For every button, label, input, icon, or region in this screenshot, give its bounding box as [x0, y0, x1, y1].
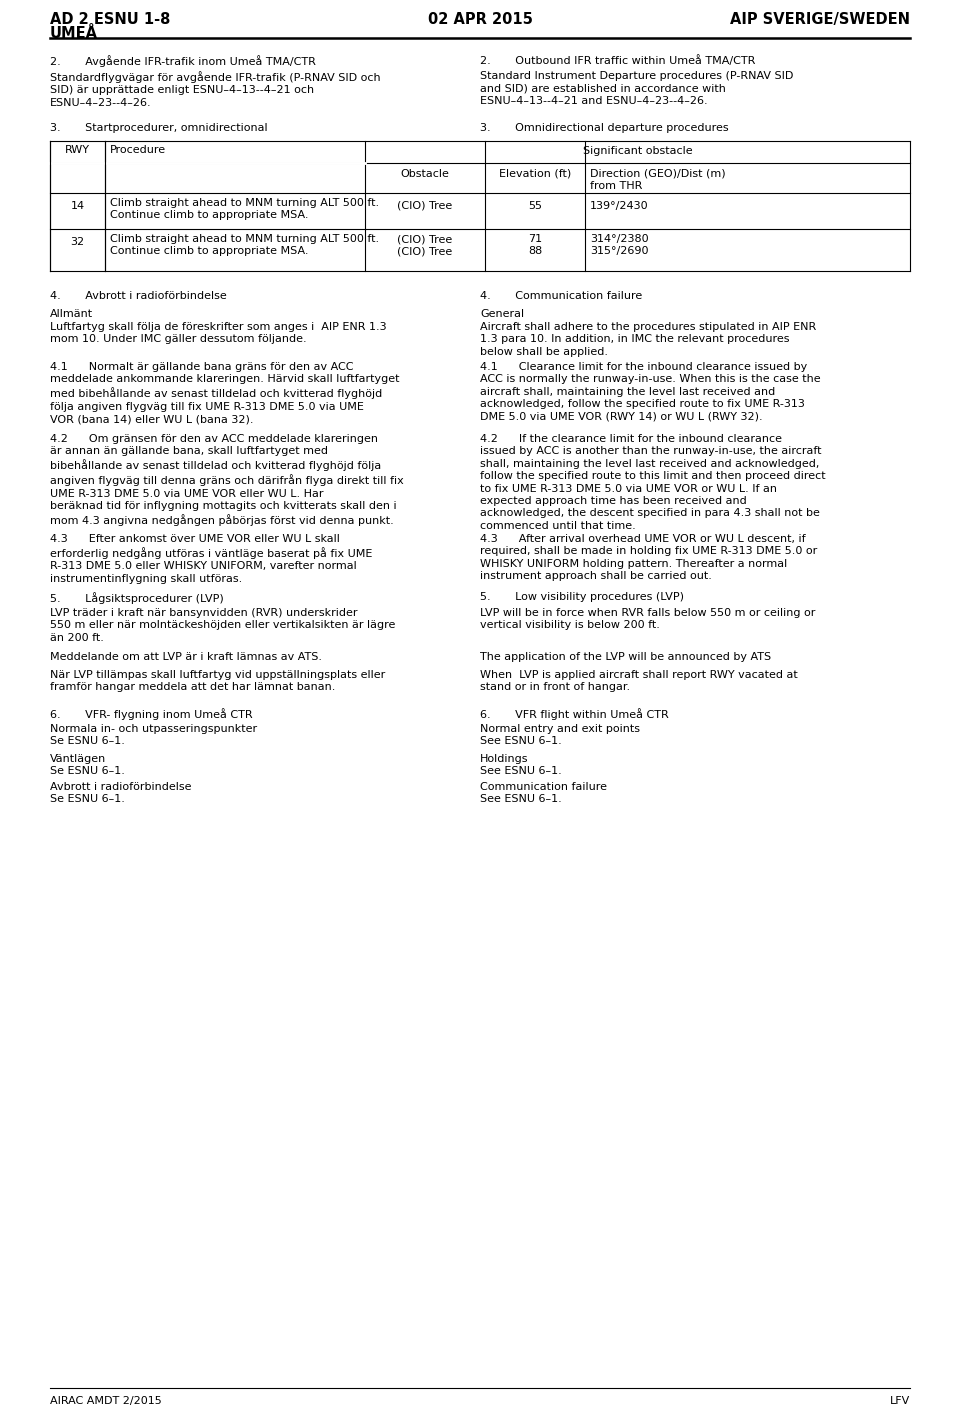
Text: 4.       Avbrott i radioförbindelse: 4. Avbrott i radioförbindelse	[50, 291, 227, 301]
Text: Standard Instrument Departure procedures (P-RNAV SID
and SID) are established in: Standard Instrument Departure procedures…	[480, 71, 793, 106]
Text: When  LVP is applied aircraft shall report RWY vacated at
stand or in front of h: When LVP is applied aircraft shall repor…	[480, 671, 798, 692]
Text: 3.       Startprocedurer, omnidirectional: 3. Startprocedurer, omnidirectional	[50, 123, 268, 133]
Text: Elevation (ft): Elevation (ft)	[499, 169, 571, 179]
Text: Climb straight ahead to MNM turning ALT 500 ft.
Continue climb to appropriate MS: Climb straight ahead to MNM turning ALT …	[110, 234, 379, 257]
Text: 5.       Low visibility procedures (LVP): 5. Low visibility procedures (LVP)	[480, 592, 684, 602]
Text: AIP SVERIGE/SWEDEN: AIP SVERIGE/SWEDEN	[730, 11, 910, 27]
Text: 4.2      Om gränsen för den av ACC meddelade klareringen
är annan än gällande ba: 4.2 Om gränsen för den av ACC meddelade …	[50, 433, 404, 525]
Text: The application of the LVP will be announced by ATS: The application of the LVP will be annou…	[480, 652, 771, 662]
Text: Communication failure
See ESNU 6–1.: Communication failure See ESNU 6–1.	[480, 782, 607, 805]
Text: Significant obstacle: Significant obstacle	[583, 145, 692, 155]
Text: Climb straight ahead to MNM turning ALT 500 ft.
Continue climb to appropriate MS: Climb straight ahead to MNM turning ALT …	[110, 198, 379, 220]
Text: 4.3      Efter ankomst över UME VOR eller WU L skall
erforderlig nedgång utföras: 4.3 Efter ankomst över UME VOR eller WU …	[50, 534, 372, 583]
Text: Procedure: Procedure	[110, 145, 166, 155]
Text: Holdings
See ESNU 6–1.: Holdings See ESNU 6–1.	[480, 754, 562, 777]
Text: 139°/2430: 139°/2430	[590, 201, 649, 210]
Text: General: General	[480, 309, 524, 319]
Text: När LVP tillämpas skall luftfartyg vid uppställningsplats eller
framför hangar m: När LVP tillämpas skall luftfartyg vid u…	[50, 671, 385, 692]
Text: AD 2 ESNU 1-8: AD 2 ESNU 1-8	[50, 11, 170, 27]
Text: 314°/2380
315°/2690: 314°/2380 315°/2690	[590, 234, 649, 257]
Text: 4.1      Clearance limit for the inbound clearance issued by
ACC is normally the: 4.1 Clearance limit for the inbound clea…	[480, 361, 821, 422]
Text: Aircraft shall adhere to the procedures stipulated in AIP ENR
1.3 para 10. In ad: Aircraft shall adhere to the procedures …	[480, 322, 816, 357]
Text: 6.       VFR flight within Umeå CTR: 6. VFR flight within Umeå CTR	[480, 707, 669, 720]
Text: LVP will be in force when RVR falls below 550 m or ceiling or
vertical visibilit: LVP will be in force when RVR falls belo…	[480, 609, 815, 630]
Text: Obstacle: Obstacle	[400, 169, 449, 179]
Text: Väntlägen
Se ESNU 6–1.: Väntlägen Se ESNU 6–1.	[50, 754, 125, 777]
Text: Luftfartyg skall följa de föreskrifter som anges i  AIP ENR 1.3
mom 10. Under IM: Luftfartyg skall följa de föreskrifter s…	[50, 322, 387, 345]
Text: 5.       Lågsiktsprocedurer (LVP): 5. Lågsiktsprocedurer (LVP)	[50, 592, 224, 604]
Text: Normala in- och utpasseringspunkter
Se ESNU 6–1.: Normala in- och utpasseringspunkter Se E…	[50, 724, 257, 747]
Text: LFV: LFV	[890, 1396, 910, 1406]
Text: 32: 32	[70, 237, 84, 247]
Text: 4.       Communication failure: 4. Communication failure	[480, 291, 642, 301]
Text: 4.1      Normalt är gällande bana gräns för den av ACC
meddelade ankommande klar: 4.1 Normalt är gällande bana gräns för d…	[50, 361, 399, 424]
Text: (CIO) Tree: (CIO) Tree	[397, 201, 452, 210]
Text: Meddelande om att LVP är i kraft lämnas av ATS.: Meddelande om att LVP är i kraft lämnas …	[50, 652, 322, 662]
Text: (CIO) Tree
(CIO) Tree: (CIO) Tree (CIO) Tree	[397, 234, 452, 257]
Text: 14: 14	[70, 201, 84, 210]
Text: 4.2      If the clearance limit for the inbound clearance
issued by ACC is anoth: 4.2 If the clearance limit for the inbou…	[480, 433, 826, 531]
Text: 6.       VFR- flygning inom Umeå CTR: 6. VFR- flygning inom Umeå CTR	[50, 707, 252, 720]
Text: RWY: RWY	[65, 145, 90, 155]
Text: 2.       Outbound IFR traffic within Umeå TMA/CTR: 2. Outbound IFR traffic within Umeå TMA/…	[480, 55, 756, 66]
Text: 71
88: 71 88	[528, 234, 542, 257]
Text: Direction (GEO)/Dist (m)
from THR: Direction (GEO)/Dist (m) from THR	[590, 169, 726, 192]
Text: Standardflygvägar för avgående IFR-trafik (P-RNAV SID och
SID) är upprättade enl: Standardflygvägar för avgående IFR-trafi…	[50, 71, 380, 107]
Text: AIRAC AMDT 2/2015: AIRAC AMDT 2/2015	[50, 1396, 161, 1406]
Text: UMEÅ: UMEÅ	[50, 25, 98, 41]
Text: 3.       Omnidirectional departure procedures: 3. Omnidirectional departure procedures	[480, 123, 729, 133]
Text: 55: 55	[528, 201, 542, 210]
Text: 2.       Avgående IFR-trafik inom Umeå TMA/CTR: 2. Avgående IFR-trafik inom Umeå TMA/CTR	[50, 55, 316, 66]
Text: Normal entry and exit points
See ESNU 6–1.: Normal entry and exit points See ESNU 6–…	[480, 724, 640, 747]
Text: Avbrott i radioförbindelse
Se ESNU 6–1.: Avbrott i radioförbindelse Se ESNU 6–1.	[50, 782, 191, 805]
Text: LVP träder i kraft när bansynvidden (RVR) underskrider
550 m eller när molntäcke: LVP träder i kraft när bansynvidden (RVR…	[50, 609, 396, 642]
Text: Allmänt: Allmänt	[50, 309, 93, 319]
Text: 02 APR 2015: 02 APR 2015	[427, 11, 533, 27]
Text: 4.3      After arrival overhead UME VOR or WU L descent, if
required, shall be m: 4.3 After arrival overhead UME VOR or WU…	[480, 534, 817, 582]
